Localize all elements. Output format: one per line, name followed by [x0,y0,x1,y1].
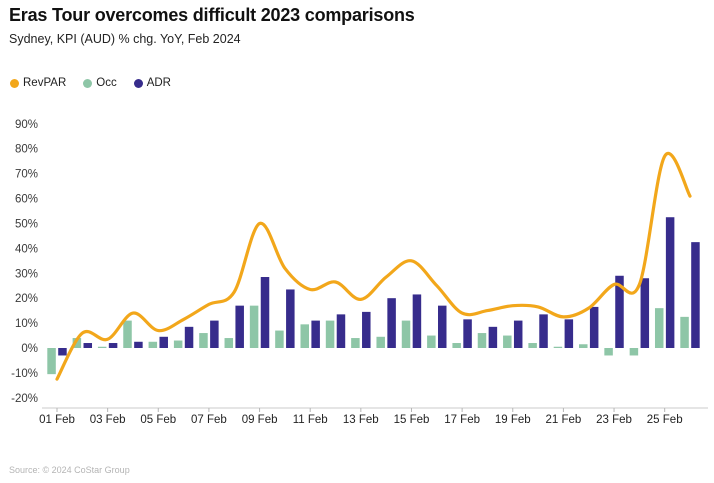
legend-item-revpar: RevPAR [10,77,66,89]
adr-bar [615,275,624,348]
occ-bar [47,348,56,375]
occ-bar [148,341,158,348]
x-axis-tick-label: 25 Feb [647,414,683,426]
legend-label-adr: ADR [146,77,171,89]
occ-bar [199,333,208,348]
page-title: Eras Tour overcomes difficult 2023 compa… [9,5,415,25]
occ-bar [351,338,360,348]
adr-bar [691,242,700,348]
source-note: Source: © 2024 CoStar Group [9,465,130,475]
occ-bar [173,340,183,348]
occ-bar [427,335,436,348]
x-axis-tick-label: 05 Feb [140,414,176,426]
y-axis-tick-label: 10% [15,318,38,330]
occ-bar [123,320,132,348]
legend-label-revpar: RevPAR [23,77,67,89]
adr-bar [159,336,168,348]
adr-bar [463,319,472,348]
occ-bar [553,346,563,348]
adr-bar [640,278,650,348]
y-axis-tick-label: 80% [15,144,38,156]
occ-bar [528,343,537,348]
y-axis-tick-label: -20% [11,393,38,405]
x-axis-tick-label: 03 Feb [90,414,126,426]
chart-subtitle: Sydney, KPI (AUD) % chg. YoY, Feb 2024 [9,32,241,46]
legend-item-occ: Occ [83,77,117,89]
legend-label-occ: Occ [96,77,117,89]
y-axis-tick-label: 90% [15,119,38,131]
occ-bar [72,338,82,348]
adr-bar [184,326,194,348]
occ-bar [401,320,411,348]
occ-bar [452,343,461,348]
occ-bar [629,348,639,356]
x-axis-tick-label: 21 Feb [545,414,581,426]
adr-bar [134,341,143,348]
adr-bar [260,277,270,348]
occ-bar [275,330,284,348]
adr-bar [311,320,320,348]
x-axis-tick-label: 09 Feb [242,414,278,426]
occ-dot-icon [83,78,93,88]
occ-bar [503,335,512,348]
occ-bar [376,336,385,348]
occ-bar [604,348,613,356]
revpar-dot-icon [10,78,19,88]
x-axis-tick-label: 13 Feb [343,414,379,426]
occ-bar [300,324,309,348]
y-axis-tick-label: 70% [15,169,38,181]
x-axis-tick-label: 07 Feb [191,414,227,426]
adr-bar [336,314,346,348]
legend-item-adr: ADR [133,77,171,89]
adr-bar [58,348,67,356]
y-axis-tick-label: 30% [15,268,38,280]
y-axis-tick-label: 40% [15,243,38,255]
x-axis-tick-label: 19 Feb [495,414,531,426]
adr-dot-icon [133,78,143,88]
adr-bar [564,319,574,348]
adr-bar [539,314,548,348]
y-axis-tick-label: 60% [15,194,38,206]
x-axis-tick-label: 15 Feb [394,414,430,426]
x-axis-tick-label: 23 Feb [596,414,632,426]
adr-bar [488,326,498,348]
occ-bar [249,305,259,348]
adr-bar [589,306,599,348]
occ-bar [224,338,234,348]
y-axis-tick-label: 0% [21,343,38,355]
occ-bar [325,320,335,348]
x-axis-tick-label: 11 Feb [293,414,328,426]
y-axis-tick-label: 50% [15,219,38,231]
adr-bar [513,320,523,348]
adr-bar [412,294,422,348]
x-axis-tick-label: 01 Feb [39,414,75,426]
adr-bar [362,311,371,348]
y-axis-tick-label: -10% [11,368,38,380]
occ-bar [579,344,588,348]
adr-bar [438,305,447,348]
legend: RevPAR Occ ADR [10,77,171,89]
y-axis-tick-label: 20% [15,293,38,305]
adr-bar [83,343,93,348]
x-axis-tick-label: 17 Feb [444,414,480,426]
adr-bar [235,305,244,348]
adr-bar [387,298,396,348]
adr-bar [665,217,675,348]
occ-bar [477,333,487,348]
occ-bar [680,316,689,348]
revpar-line [55,151,692,381]
occ-bar [97,346,107,348]
occ-bar [654,308,664,348]
adr-bar [210,320,219,348]
adr-bar [286,289,295,348]
adr-bar [108,343,118,348]
